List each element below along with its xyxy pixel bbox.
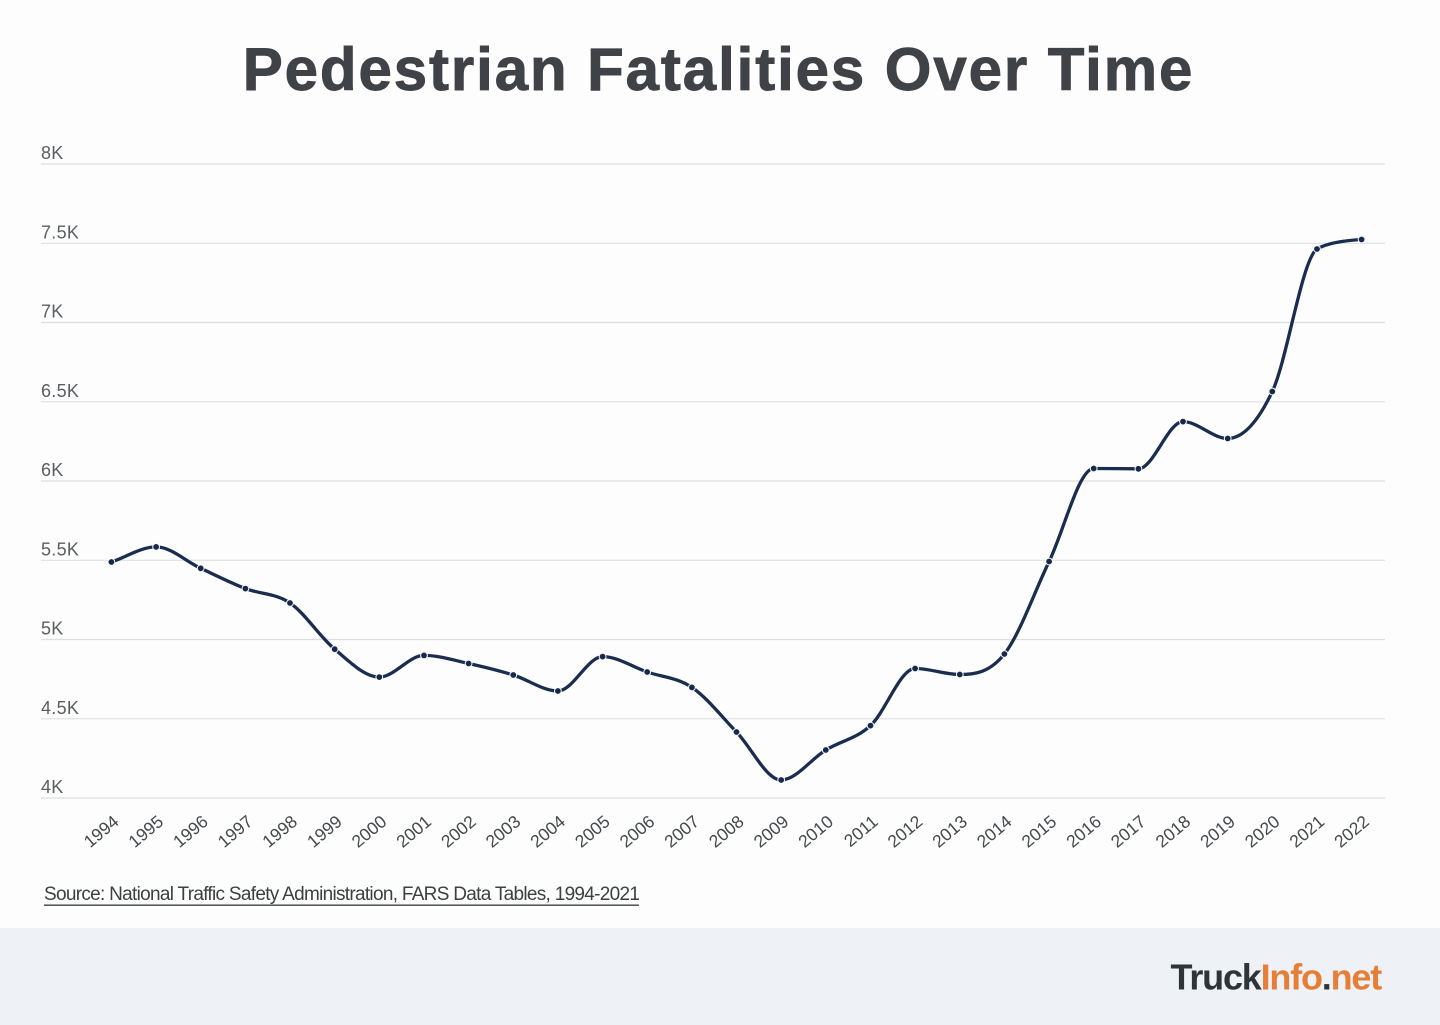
svg-text:4.5K: 4.5K (41, 698, 79, 718)
svg-text:6K: 6K (41, 460, 64, 480)
svg-text:Pedestrian Fatalities Over Tim: Pedestrian Fatalities Over Time (243, 36, 1195, 103)
svg-text:TruckInfo.net: TruckInfo.net (1171, 957, 1383, 998)
svg-text:6.5K: 6.5K (41, 381, 79, 401)
svg-text:5.5K: 5.5K (41, 539, 79, 559)
svg-text:7K: 7K (41, 302, 64, 322)
svg-text:5K: 5K (41, 619, 64, 639)
svg-text:8K: 8K (41, 143, 64, 163)
svg-text:4K: 4K (41, 777, 64, 797)
svg-text:Source: National Traffic Safet: Source: National Traffic Safety Administ… (44, 884, 639, 905)
svg-text:7.5K: 7.5K (41, 222, 79, 242)
